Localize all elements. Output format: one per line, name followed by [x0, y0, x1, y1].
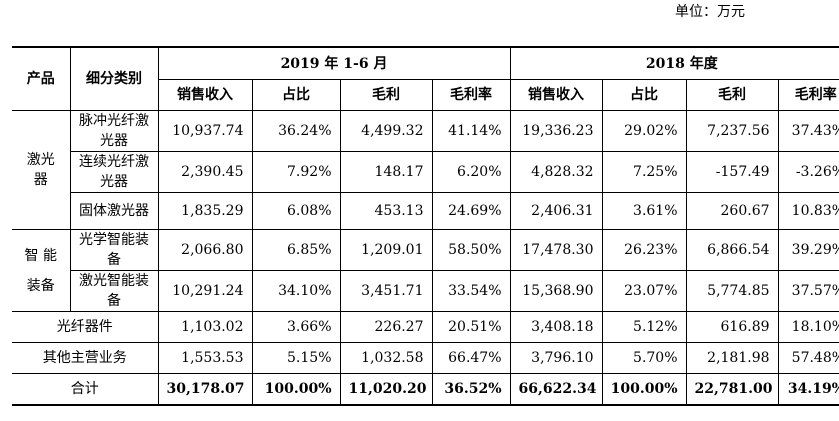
value-cell: 148.17 — [339, 151, 433, 193]
header-col: 毛利率 — [431, 79, 511, 111]
total-value: 36.52% — [431, 373, 511, 406]
value-cell: 37.57% — [777, 270, 839, 312]
total-value: 100.00% — [251, 373, 341, 406]
header-col: 毛利 — [685, 79, 779, 111]
table-row: 智 能 装备 光学智能装备 2,066.80 6.85% 1,209.01 58… — [12, 229, 839, 312]
value-cell: 7.25% — [601, 151, 687, 193]
value-cell: 4,499.32 — [339, 110, 433, 152]
subcategory-cell: 激光智能装备 — [70, 270, 159, 312]
value-cell: 26.23% — [601, 229, 687, 271]
table-row: 激光器 脉冲光纤激光器 10,937.74 36.24% 4,499.32 41… — [12, 110, 839, 230]
value-cell: 33.54% — [431, 270, 511, 312]
group-laser: 激光器 — [12, 110, 71, 230]
value-cell: 1,835.29 — [157, 192, 253, 230]
header-col: 毛利 — [339, 79, 433, 111]
value-cell: 1,032.58 — [339, 342, 433, 374]
value-cell: 10,937.74 — [157, 110, 253, 152]
header-col: 占比 — [601, 79, 687, 111]
total-value: 30,178.07 — [157, 373, 253, 406]
value-cell: 6.85% — [251, 229, 341, 271]
subcategory-cell: 光学智能装备 — [69, 229, 159, 271]
value-cell: 1,553.53 — [157, 342, 253, 374]
unit-label: 单位：万元 — [675, 4, 745, 20]
value-cell: 3.61% — [601, 192, 687, 230]
total-value: 100.00% — [601, 373, 687, 406]
value-cell: 6.08% — [251, 192, 341, 230]
value-cell: 6,866.54 — [685, 229, 779, 271]
value-cell: 24.69% — [431, 192, 511, 230]
category-cell: 光纤器件 — [12, 311, 159, 343]
total-value: 11,020.20 — [339, 373, 433, 406]
value-cell: 1,103.02 — [157, 311, 253, 343]
header-col: 毛利率 — [777, 79, 839, 111]
value-cell: -3.26% — [777, 151, 839, 193]
value-cell: 7,237.56 — [685, 110, 779, 152]
value-cell: 3.66% — [251, 311, 341, 343]
table-row: 光纤器件 1,103.02 3.66% 226.27 20.51% 3,408.… — [12, 311, 839, 343]
header-subcategory: 细分类别 — [69, 46, 159, 111]
value-cell: 1,209.01 — [339, 229, 433, 271]
value-cell: 41.14% — [431, 110, 511, 152]
table-row: 激光智能装备 10,291.24 34.10% 3,451.71 33.54% … — [12, 270, 839, 312]
value-cell: 58.50% — [431, 229, 511, 271]
value-cell: 39.29% — [777, 229, 839, 271]
value-cell: 2,390.45 — [157, 151, 253, 193]
value-cell: 453.13 — [339, 192, 433, 230]
gross-margin-table: 产品 细分类别 2019 年 1-6 月 2018 年度 销售收入 占比 毛利 … — [12, 46, 839, 406]
value-cell: 20.51% — [431, 311, 511, 343]
total-value: 34.19% — [777, 373, 839, 406]
total-value: 22,781.00 — [685, 373, 779, 406]
header-product: 产品 — [12, 46, 71, 111]
value-cell: 66.47% — [431, 342, 511, 374]
total-label: 合计 — [12, 373, 159, 406]
value-cell: 3,451.71 — [339, 270, 433, 312]
value-cell: 18.10% — [777, 311, 839, 343]
value-cell: 3,408.18 — [509, 311, 603, 343]
group-smart-equipment: 智 能 装备 — [12, 229, 71, 312]
value-cell: 29.02% — [601, 110, 687, 152]
value-cell: 36.24% — [251, 110, 341, 152]
value-cell: 5.12% — [601, 311, 687, 343]
value-cell: 2,406.31 — [509, 192, 603, 230]
value-cell: 5.70% — [601, 342, 687, 374]
header-col: 占比 — [251, 79, 341, 111]
value-cell: 37.43% — [777, 110, 839, 152]
subcategory-cell: 固体激光器 — [70, 192, 159, 230]
value-cell: 2,181.98 — [685, 342, 779, 374]
header-period-2018: 2018 年度 — [509, 46, 839, 80]
value-cell: 7.92% — [251, 151, 341, 193]
table-row: 连续光纤激光器 2,390.45 7.92% 148.17 6.20% 4,82… — [12, 151, 839, 193]
value-cell: 10,291.24 — [157, 270, 253, 312]
value-cell: 23.07% — [601, 270, 687, 312]
value-cell: 260.67 — [685, 192, 779, 230]
total-value: 66,622.34 — [509, 373, 603, 406]
table-row: 固体激光器 1,835.29 6.08% 453.13 24.69% 2,406… — [12, 192, 839, 230]
header-col: 销售收入 — [509, 79, 603, 111]
value-cell: 19,336.23 — [509, 110, 603, 152]
header-row-1: 产品 细分类别 2019 年 1-6 月 2018 年度 — [12, 46, 839, 111]
value-cell: 34.10% — [251, 270, 341, 312]
header-period-2019h1: 2019 年 1-6 月 — [157, 46, 511, 80]
value-cell: 10.83% — [777, 192, 839, 230]
subcategory-cell: 脉冲光纤激光器 — [69, 110, 159, 152]
category-cell: 其他主营业务 — [12, 342, 159, 374]
value-cell: 5,774.85 — [685, 270, 779, 312]
table-row: 其他主营业务 1,553.53 5.15% 1,032.58 66.47% 3,… — [12, 342, 839, 374]
header-col: 销售收入 — [158, 79, 253, 111]
value-cell: 6.20% — [431, 151, 511, 193]
value-cell: 5.15% — [251, 342, 341, 374]
value-cell: 2,066.80 — [157, 229, 253, 271]
value-cell: -157.49 — [685, 151, 779, 193]
subcategory-cell: 连续光纤激光器 — [70, 151, 159, 193]
value-cell: 226.27 — [339, 311, 433, 343]
value-cell: 4,828.32 — [509, 151, 603, 193]
value-cell: 15,368.90 — [509, 270, 603, 312]
value-cell: 17,478.30 — [509, 229, 603, 271]
value-cell: 57.48% — [777, 342, 839, 374]
total-row: 合计 30,178.07 100.00% 11,020.20 36.52% 66… — [12, 373, 839, 406]
value-cell: 616.89 — [685, 311, 779, 343]
value-cell: 3,796.10 — [509, 342, 603, 374]
